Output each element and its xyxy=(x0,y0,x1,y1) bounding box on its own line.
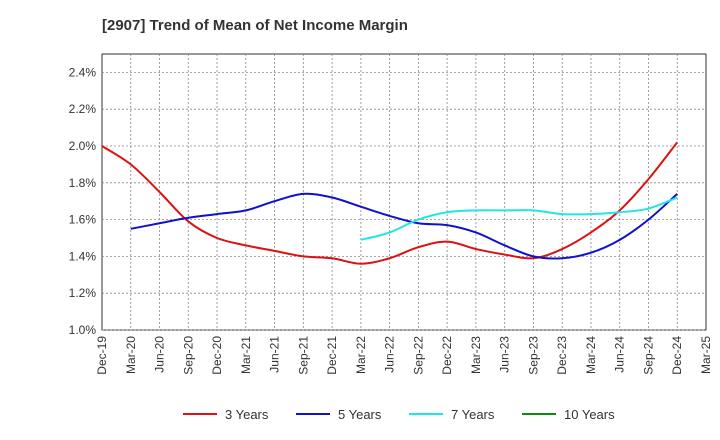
x-tick-label: Jun-23 xyxy=(498,336,512,373)
y-tick-label: 2.0% xyxy=(69,139,97,153)
y-tick-label: 1.6% xyxy=(69,213,97,227)
x-tick-label: Sep-20 xyxy=(181,336,195,375)
x-tick-label: Jun-22 xyxy=(383,336,397,373)
series-line-3-years xyxy=(101,141,679,265)
x-tick-label: Dec-21 xyxy=(325,336,339,375)
x-tick-label: Sep-23 xyxy=(526,336,540,375)
y-tick-label: 1.2% xyxy=(69,286,97,300)
legend-label: 10 Years xyxy=(564,407,615,422)
series-line-5-years xyxy=(130,192,678,260)
legend-label: 5 Years xyxy=(338,407,382,422)
y-tick-label: 1.8% xyxy=(69,176,97,190)
x-tick-label: Dec-22 xyxy=(440,336,454,375)
axes: 1.0% 1.2% 1.4% 1.6% 1.8% 2.0% 2.2% 2.4% Dec-19 Ma… xyxy=(69,65,713,374)
y-tick-label: 2.2% xyxy=(69,102,97,116)
y-tick-label: 2.4% xyxy=(69,65,97,79)
chart-title: [2907] Trend of Mean of Net Income Margi… xyxy=(102,17,408,34)
x-tick-label: Jun-21 xyxy=(268,336,282,373)
x-tick-label: Mar-22 xyxy=(354,336,368,374)
y-tick-label: 1.4% xyxy=(69,249,97,263)
x-tick-label: Mar-21 xyxy=(239,336,253,374)
x-tick-label: Dec-19 xyxy=(95,336,109,375)
series xyxy=(101,141,679,265)
x-tick-label: Sep-21 xyxy=(296,336,310,375)
x-tick-label: Mar-24 xyxy=(584,336,598,374)
plot-area xyxy=(101,53,707,331)
x-tick-label: Jun-20 xyxy=(153,336,167,373)
x-tick-label: Dec-20 xyxy=(210,336,224,375)
x-tick-label: Mar-20 xyxy=(124,336,138,374)
x-tick-label: Dec-24 xyxy=(670,336,684,375)
x-tick-label: Mar-23 xyxy=(469,336,483,374)
x-tick-label: Mar-25 xyxy=(699,336,713,374)
x-tick-label: Sep-24 xyxy=(641,336,655,375)
x-tick-label: Dec-23 xyxy=(555,336,569,375)
legend: 3 Years 5 Years 7 Years 10 Years xyxy=(183,407,615,422)
series-line-7-years xyxy=(360,196,678,241)
x-tick-label: Sep-22 xyxy=(411,336,425,375)
x-tick-label: Jun-24 xyxy=(613,336,627,373)
y-tick-label: 1.0% xyxy=(69,323,97,337)
grid xyxy=(101,53,707,331)
legend-label: 3 Years xyxy=(225,407,269,422)
legend-label: 7 Years xyxy=(451,407,495,422)
